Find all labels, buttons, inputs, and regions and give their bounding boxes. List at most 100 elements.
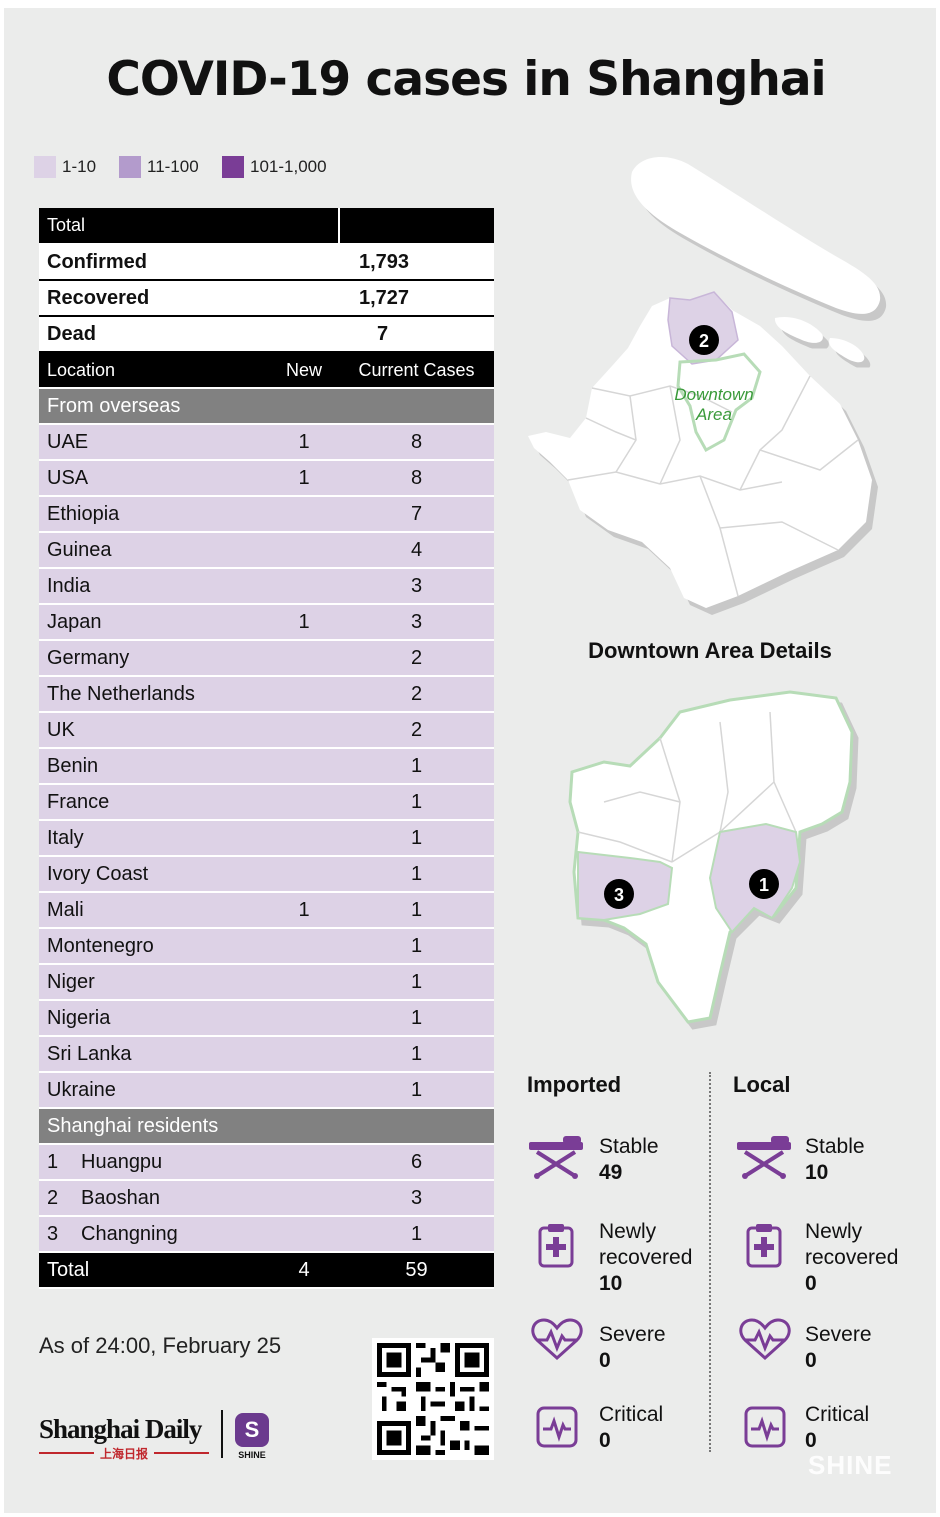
status-divider: [709, 1072, 711, 1452]
new-cases: [269, 748, 339, 785]
local-critical: Critical 0: [805, 1402, 869, 1454]
shine-logo-text: SHINE: [238, 1450, 266, 1460]
table-row: 2 Baoshan 3: [39, 1180, 494, 1217]
table-row: The Netherlands 2: [39, 676, 494, 713]
column-header-row: Location New Current Cases: [39, 352, 494, 389]
new-cases: [269, 820, 339, 857]
current-cases: 1: [339, 1216, 494, 1253]
imported-severe: Severe 0: [599, 1322, 666, 1374]
local-stable-label: Stable: [805, 1135, 865, 1158]
country-name: USA: [39, 460, 269, 497]
map-marker-changning-label: 3: [614, 885, 624, 905]
imported-recovered-label-1: Newly: [599, 1220, 657, 1243]
new-cases: [269, 640, 339, 677]
imported-severe-value: 0: [599, 1349, 611, 1372]
current-cases: 1: [339, 964, 494, 1001]
new-cases: 1: [269, 604, 339, 641]
imported-critical: Critical 0: [599, 1402, 663, 1454]
new-cases: [269, 676, 339, 713]
imported-stable: Stable 49: [599, 1134, 659, 1186]
current-cases: 6: [339, 1144, 494, 1181]
shanghai-daily-cn: 上海日报: [100, 1446, 148, 1460]
clipboard-icon: [746, 1224, 782, 1268]
table-total-header: Total: [39, 208, 494, 245]
heart-pulse-icon: [531, 1318, 583, 1360]
new-cases: [269, 532, 339, 569]
footer-total-label: Total: [39, 1252, 269, 1289]
country-name: UK: [39, 712, 269, 749]
new-cases: [269, 568, 339, 605]
new-cases: 1: [269, 424, 339, 461]
current-cases: 8: [339, 424, 494, 461]
table-row: 1 Huangpu 6: [39, 1144, 494, 1181]
confirmed-label: Confirmed: [39, 244, 339, 281]
current-cases: 1: [339, 928, 494, 965]
legend-swatch: [222, 156, 244, 178]
confirmed-value: 1,793: [339, 244, 494, 281]
local-recovered-value: 0: [805, 1272, 817, 1295]
heart-pulse-icon: [739, 1318, 791, 1360]
map-marker-huangpu: [749, 869, 779, 899]
confirmed-row: Confirmed 1,793: [39, 244, 494, 281]
country-name: France: [39, 784, 269, 821]
legend-label: 1-10: [62, 157, 97, 176]
table-row: Nigeria 1: [39, 1000, 494, 1037]
imported-stable-value: 49: [599, 1161, 623, 1184]
chongming-island: [631, 157, 881, 314]
current-cases: 2: [339, 676, 494, 713]
local-stable: Stable 10: [805, 1134, 865, 1186]
new-cases: [269, 1072, 339, 1109]
country-name: Mali: [39, 892, 269, 929]
country-name: Montenegro: [39, 928, 269, 965]
recovered-label: Recovered: [39, 280, 339, 317]
recovered-value: 1,727: [339, 280, 494, 317]
district-number: 3: [47, 1222, 59, 1245]
hengsha-island: [829, 338, 865, 363]
table-row: Ukraine 1: [39, 1072, 494, 1109]
table-row: Montenegro 1: [39, 928, 494, 965]
table-row: Mali 1 1: [39, 892, 494, 929]
shanghai-mainland: [528, 292, 872, 608]
legend-label: 101-1,000: [250, 157, 327, 176]
shine-watermark: SHINE: [808, 1450, 893, 1480]
downtown-outline: [568, 690, 854, 1024]
district-name: Huangpu: [81, 1150, 163, 1173]
current-cases: 3: [339, 604, 494, 641]
legend-label: 11-100: [147, 157, 199, 176]
col-location: Location: [39, 352, 269, 389]
table-row: Japan 1 3: [39, 604, 494, 641]
table-row: Ethiopia 7: [39, 496, 494, 533]
current-cases: 8: [339, 460, 494, 497]
imported-recovered: Newly recovered 10: [599, 1219, 692, 1297]
total-header-spacer: [339, 208, 494, 245]
country-name: Italy: [39, 820, 269, 857]
district-number: 1: [47, 1150, 59, 1173]
legend-swatch: [34, 156, 56, 178]
local-recovered-label-1: Newly: [805, 1220, 863, 1243]
new-cases: [269, 1036, 339, 1073]
dead-value: 7: [339, 316, 494, 353]
table-row: Benin 1: [39, 748, 494, 785]
ecg-monitor-icon: [744, 1406, 786, 1448]
section-residents: Shanghai residents: [39, 1108, 494, 1145]
local-recovered-label-2: recovered: [805, 1246, 899, 1269]
as-of-date: As of 24:00, February 25: [39, 1333, 282, 1358]
local-severe-value: 0: [805, 1349, 817, 1372]
shanghai-map: 2 Downtown Area: [528, 157, 881, 608]
map-marker-baoshan: [689, 325, 719, 355]
country-name: The Netherlands: [39, 676, 269, 713]
downtown-area-outline: [676, 352, 762, 453]
imported-recovered-label-2: recovered: [599, 1246, 693, 1269]
imported-severe-label: Severe: [599, 1323, 666, 1346]
local-severe: Severe 0: [805, 1322, 872, 1374]
legend-item-1-10: 1-10: [34, 156, 96, 178]
footer-current-total: 59: [339, 1252, 494, 1289]
table-total-footer: Total 4 59: [39, 1252, 494, 1289]
current-cases: 1: [339, 820, 494, 857]
new-cases: 1: [269, 460, 339, 497]
downtown-label-line2: Area: [695, 405, 732, 424]
current-cases: 1: [339, 1072, 494, 1109]
qr-code[interactable]: [372, 1338, 494, 1460]
table-row: India 3: [39, 568, 494, 605]
